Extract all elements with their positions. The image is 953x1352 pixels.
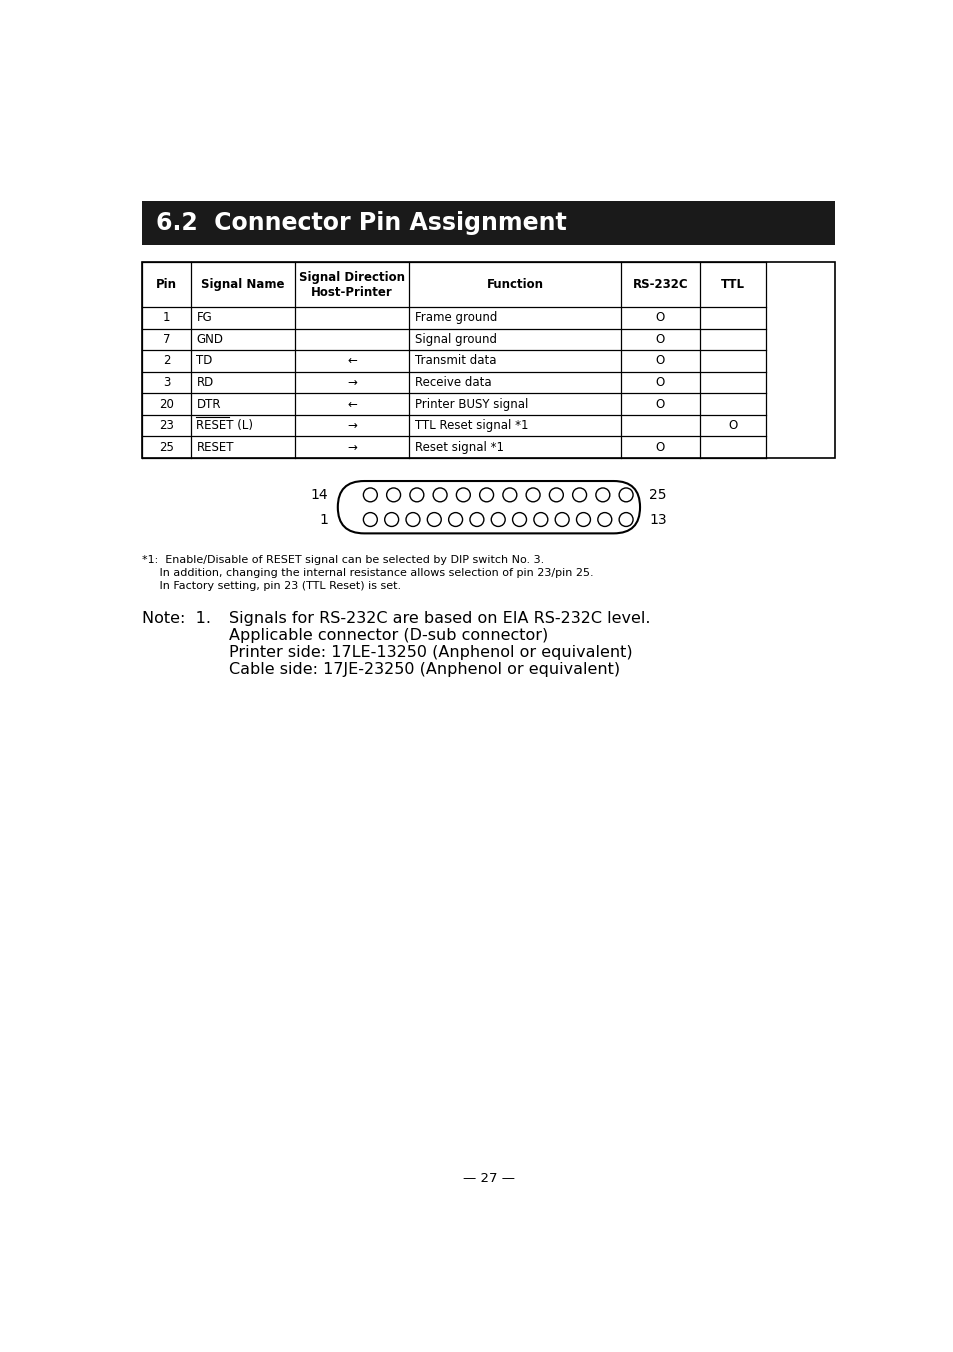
Circle shape [534,512,547,526]
Text: 2: 2 [163,354,171,368]
Text: 20: 20 [159,397,174,411]
Text: Reset signal *1: Reset signal *1 [415,441,503,454]
Text: TTL Reset signal *1: TTL Reset signal *1 [415,419,528,433]
Text: RD: RD [196,376,213,389]
Text: →: → [347,419,356,433]
Text: 3: 3 [163,376,171,389]
Circle shape [433,488,447,502]
Text: Signal Direction
Host-Printer: Signal Direction Host-Printer [299,270,405,299]
Circle shape [502,488,517,502]
Text: Receive data: Receive data [415,376,491,389]
Circle shape [448,512,462,526]
Text: — 27 —: — 27 — [462,1172,515,1186]
Text: Signal Name: Signal Name [201,279,284,291]
Circle shape [555,512,569,526]
Circle shape [384,512,398,526]
Text: 25: 25 [159,441,174,454]
Text: TD: TD [196,354,213,368]
Text: O: O [655,397,664,411]
Circle shape [525,488,539,502]
FancyBboxPatch shape [337,481,639,534]
Text: Printer side: 17LE-13250 (Anphenol or equivalent): Printer side: 17LE-13250 (Anphenol or eq… [229,645,632,660]
Circle shape [618,512,633,526]
Circle shape [576,512,590,526]
Text: 25: 25 [649,488,666,502]
Circle shape [386,488,400,502]
Circle shape [427,512,441,526]
Text: RESET (L): RESET (L) [196,419,253,433]
Text: ←: ← [347,397,356,411]
Text: Function: Function [486,279,543,291]
Text: Frame ground: Frame ground [415,311,497,324]
Text: Transmit data: Transmit data [415,354,496,368]
Circle shape [491,512,505,526]
Text: *1:  Enable/Disable of RESET signal can be selected by DIP switch No. 3.: *1: Enable/Disable of RESET signal can b… [142,554,544,565]
Text: GND: GND [196,333,223,346]
Circle shape [598,512,611,526]
Text: O: O [655,311,664,324]
Text: O: O [655,333,664,346]
Text: FG: FG [196,311,212,324]
Text: In Factory setting, pin 23 (TTL Reset) is set.: In Factory setting, pin 23 (TTL Reset) i… [142,581,401,591]
Text: Signal ground: Signal ground [415,333,497,346]
Text: DTR: DTR [196,397,221,411]
Circle shape [410,488,423,502]
Circle shape [406,512,419,526]
Text: TTL: TTL [720,279,744,291]
Circle shape [596,488,609,502]
Circle shape [456,488,470,502]
Circle shape [549,488,562,502]
Text: 23: 23 [159,419,174,433]
Text: In addition, changing the internal resistance allows selection of pin 23/pin 25.: In addition, changing the internal resis… [142,568,594,579]
Text: Note:  1.: Note: 1. [142,611,212,626]
Circle shape [363,488,377,502]
Text: Printer BUSY signal: Printer BUSY signal [415,397,528,411]
Bar [142,200,835,246]
Text: O: O [728,419,737,433]
Circle shape [512,512,526,526]
Text: →: → [347,376,356,389]
Text: →: → [347,441,356,454]
Text: RESET: RESET [196,441,233,454]
Text: Signals for RS-232C are based on EIA RS-232C level.: Signals for RS-232C are based on EIA RS-… [229,611,650,626]
Text: O: O [655,354,664,368]
Text: O: O [655,441,664,454]
Text: Applicable connector (D-sub connector): Applicable connector (D-sub connector) [229,629,548,644]
Circle shape [479,488,493,502]
Text: 14: 14 [311,488,328,502]
Text: 13: 13 [649,512,666,526]
Text: 6.2  Connector Pin Assignment: 6.2 Connector Pin Assignment [156,211,567,235]
Text: Pin: Pin [156,279,177,291]
Text: 1: 1 [319,512,328,526]
Text: O: O [655,376,664,389]
Circle shape [618,488,633,502]
Bar [142,262,835,458]
Text: ←: ← [347,354,356,368]
Circle shape [363,512,377,526]
Text: 1: 1 [163,311,171,324]
Text: 7: 7 [163,333,171,346]
Circle shape [572,488,586,502]
Circle shape [470,512,483,526]
Text: Cable side: 17JE-23250 (Anphenol or equivalent): Cable side: 17JE-23250 (Anphenol or equi… [229,662,619,677]
Text: RS-232C: RS-232C [632,279,687,291]
